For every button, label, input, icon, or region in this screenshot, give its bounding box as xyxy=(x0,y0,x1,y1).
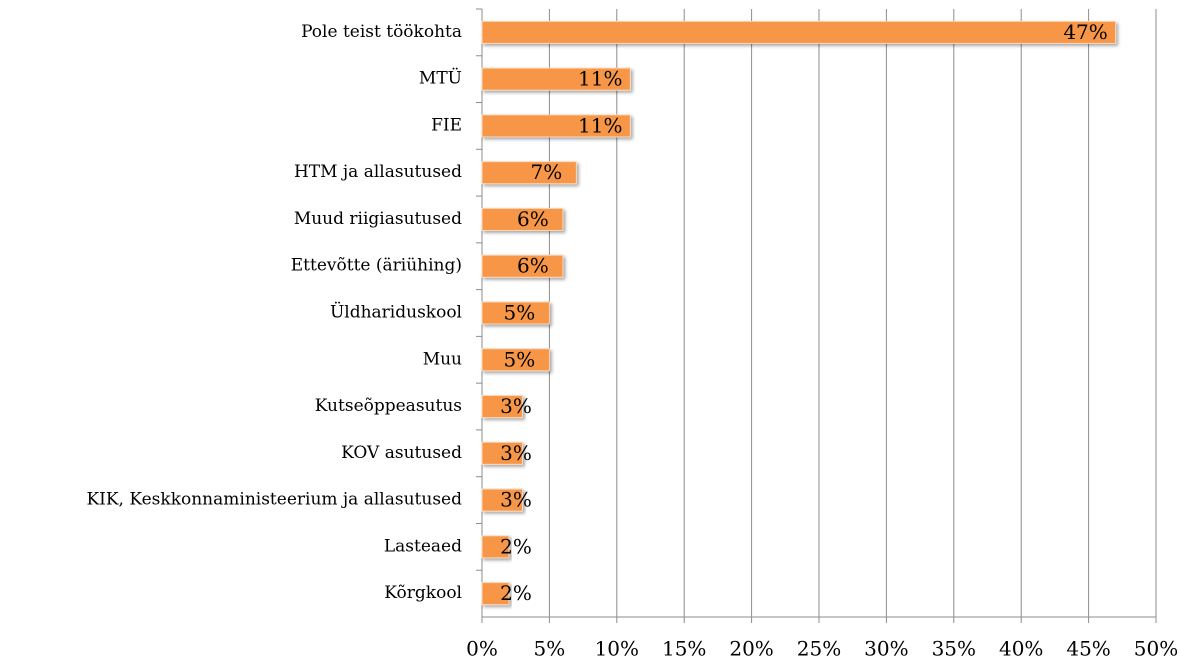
x-tick-label: 35% xyxy=(932,637,976,661)
y-tick-label: Muud riigiasutused xyxy=(294,209,462,229)
x-tick-label: 10% xyxy=(595,637,639,661)
y-tick-label: MTÜ xyxy=(419,68,462,89)
y-tick-label: Muu xyxy=(423,349,462,369)
y-tick-label: Kõrgkool xyxy=(384,583,462,603)
y-tick-label: Üldhariduskool xyxy=(330,302,462,323)
data-label: 11% xyxy=(578,67,622,91)
bar xyxy=(481,395,523,419)
bar xyxy=(481,207,564,231)
bar xyxy=(481,535,510,559)
bar xyxy=(481,301,550,325)
bar xyxy=(481,488,523,512)
data-label: 2% xyxy=(500,581,532,605)
x-tick-label: 50% xyxy=(1134,637,1178,661)
data-label: 6% xyxy=(517,207,549,231)
bar xyxy=(481,582,510,606)
bar xyxy=(481,67,631,91)
x-tick-label: 25% xyxy=(797,637,841,661)
y-tick-label: Pole teist töökohta xyxy=(301,22,462,42)
data-label: 2% xyxy=(500,534,532,558)
y-tick-label: Ettevõtte (äriühing) xyxy=(291,256,462,276)
x-tick-label: 40% xyxy=(999,637,1043,661)
y-tick-label: HTM ja allasutused xyxy=(294,162,462,182)
data-label: 5% xyxy=(504,301,536,325)
x-tick-label: 0% xyxy=(466,637,498,661)
x-tick-label: 20% xyxy=(729,637,773,661)
bar xyxy=(481,20,1117,44)
bar xyxy=(481,114,631,138)
x-tick-label: 15% xyxy=(662,637,706,661)
bar xyxy=(481,348,550,372)
bar xyxy=(481,254,564,278)
y-tick-label: FIE xyxy=(431,115,462,135)
bar xyxy=(481,161,577,185)
data-label: 6% xyxy=(517,254,549,278)
data-label: 3% xyxy=(500,488,532,512)
y-tick-label: KOV asutused xyxy=(341,443,462,463)
data-label: 3% xyxy=(500,441,532,465)
bar xyxy=(481,441,523,465)
data-label: 3% xyxy=(500,394,532,418)
y-tick-label: Lasteaed xyxy=(384,536,462,556)
data-label: 47% xyxy=(1063,20,1107,44)
data-label: 5% xyxy=(504,347,536,371)
data-label: 7% xyxy=(530,160,562,184)
x-tick-label: 30% xyxy=(864,637,908,661)
y-tick-label: KIK, Keskkonnaministeerium ja allasutuse… xyxy=(86,490,462,510)
y-tick-label: Kutseõppeasutus xyxy=(315,396,462,416)
x-tick-label: 45% xyxy=(1066,637,1110,661)
x-tick-label: 5% xyxy=(534,637,566,661)
data-label: 11% xyxy=(578,113,622,137)
